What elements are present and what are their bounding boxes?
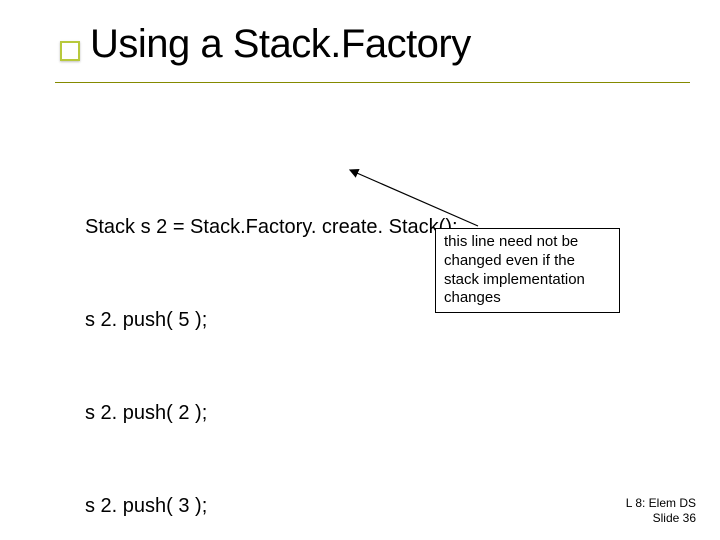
callout-text: this line need not be changed even if th… bbox=[444, 233, 585, 306]
callout-box: this line need not be changed even if th… bbox=[435, 228, 620, 313]
footer-line-2: Slide 36 bbox=[626, 511, 696, 526]
footer-line-1: L 8: Elem DS bbox=[626, 496, 696, 511]
slide-footer: L 8: Elem DS Slide 36 bbox=[626, 496, 696, 526]
